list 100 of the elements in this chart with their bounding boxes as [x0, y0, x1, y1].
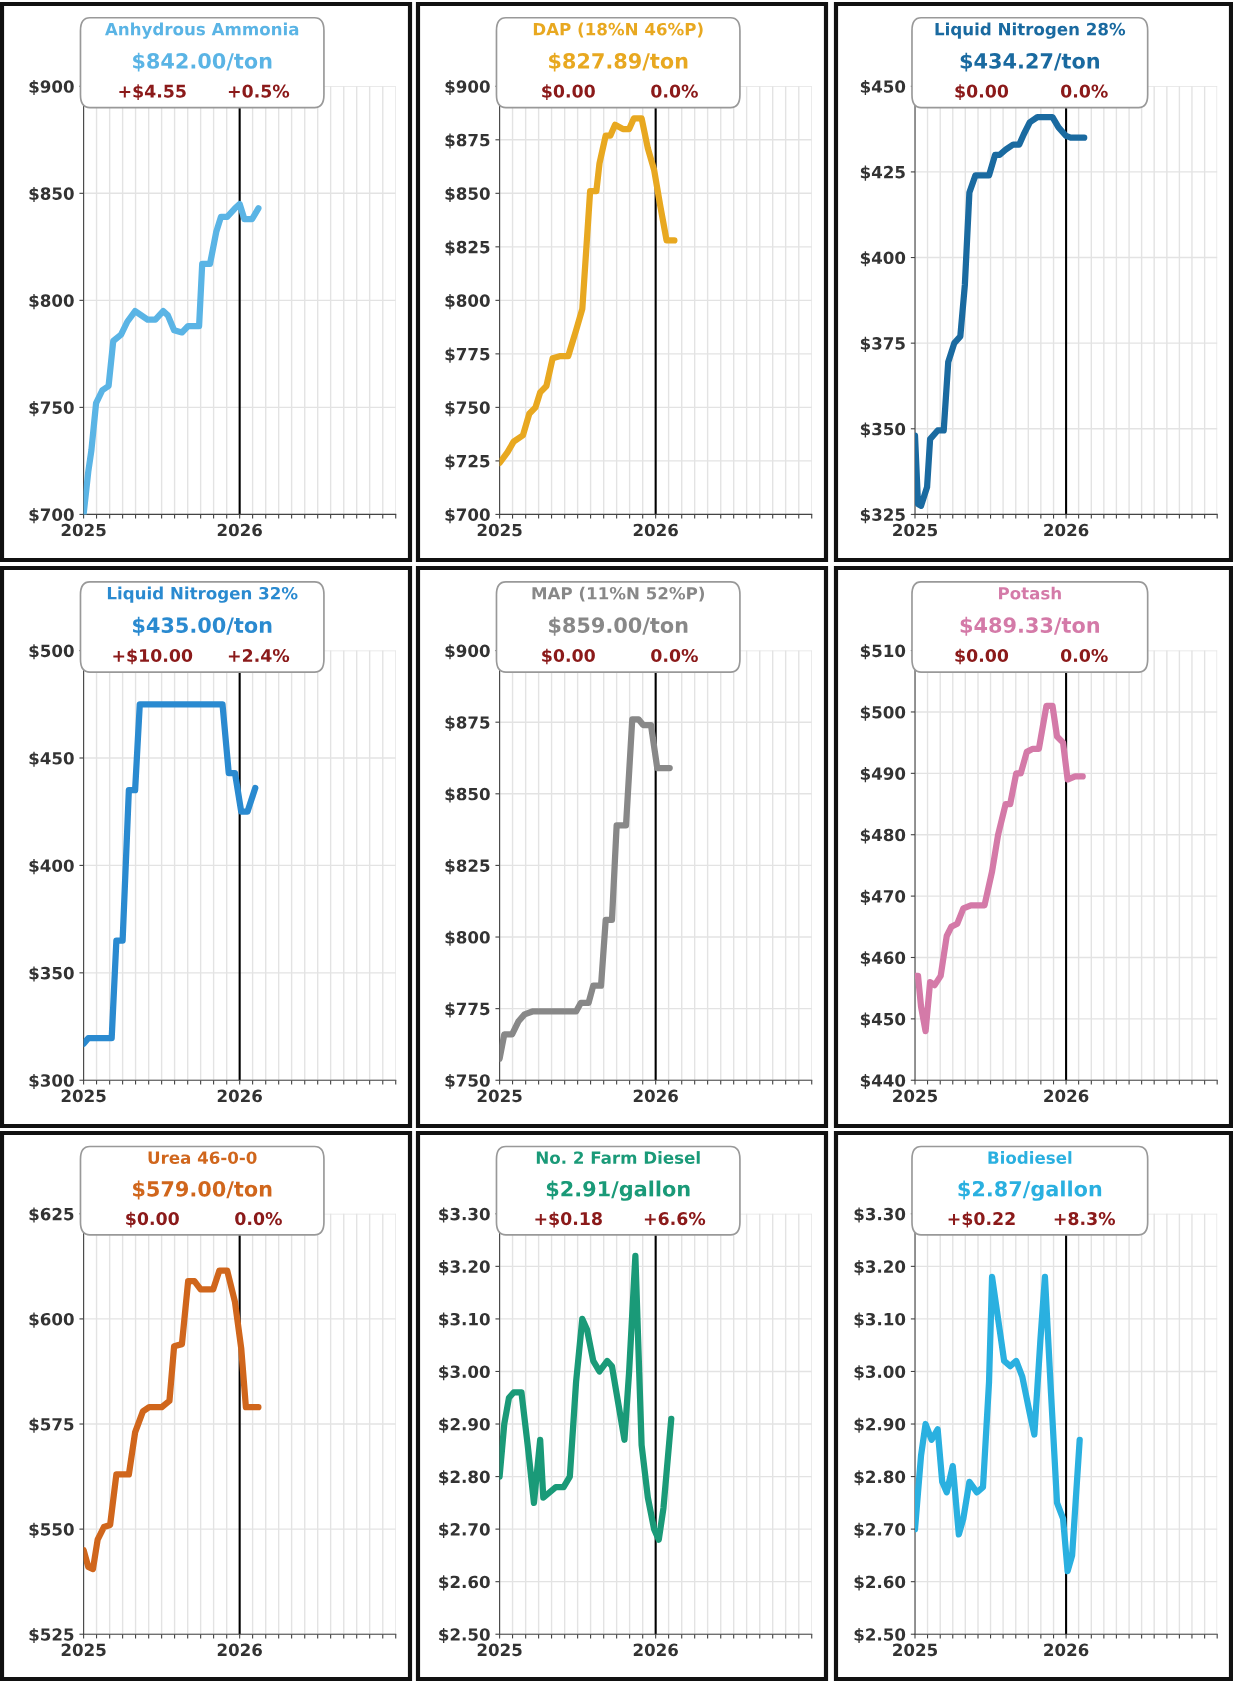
y-tick-label: $450: [860, 1012, 906, 1028]
chart-subtitle: $489.33/ton: [960, 616, 1099, 636]
annotation: $0.00: [542, 84, 595, 101]
annotation: 0.0%: [235, 1212, 282, 1226]
x-tick-label: 2026: [633, 1643, 678, 1657]
y-tick-label: $2.50: [854, 1627, 906, 1644]
y-tick-label: $550: [29, 1522, 74, 1538]
y-tick-label: $900: [29, 79, 74, 96]
y-tick-label: $700: [29, 508, 74, 524]
chart-title: Anhydrous Ammonia: [104, 22, 299, 39]
y-tick-label: $3.10: [854, 1312, 906, 1328]
y-tick-label: $2.70: [854, 1522, 906, 1538]
y-tick-label: $800: [29, 294, 74, 310]
x-tick-label: 2026: [217, 523, 262, 537]
y-tick-label: $2.90: [854, 1417, 906, 1433]
y-tick-label: $725: [445, 454, 490, 470]
chart-subtitle: $579.00/ton: [133, 1180, 272, 1200]
y-tick-label: $500: [860, 705, 906, 721]
annotation: +$0.18: [535, 1211, 602, 1228]
x-tick-label: 2026: [633, 523, 678, 537]
y-tick-label: $3.20: [854, 1260, 906, 1276]
annotation: $0.00: [955, 648, 1009, 665]
y-tick-label: $325: [860, 508, 905, 524]
annotation: 0.0%: [651, 84, 698, 98]
y-tick-label: $3.00: [439, 1365, 490, 1381]
y-tick-label: $700: [445, 508, 490, 524]
y-tick-label: $775: [445, 347, 490, 363]
y-tick-label: $850: [29, 186, 74, 203]
x-tick-label: 2025: [477, 1089, 522, 1103]
annotation: 0.0%: [1060, 648, 1108, 663]
chart-title: Potash: [999, 586, 1061, 600]
y-tick-label: $3.10: [439, 1312, 490, 1328]
x-tick-label: 2026: [1044, 1089, 1089, 1103]
y-tick-label: $2.50: [439, 1627, 490, 1644]
y-tick-label: $600: [29, 1312, 74, 1328]
y-tick-label: $300: [29, 1073, 74, 1090]
y-tick-label: $875: [445, 715, 490, 731]
x-tick-label: 2025: [61, 1643, 106, 1657]
annotation: +$0.22: [948, 1211, 1015, 1228]
y-tick-label: $3.30: [854, 1207, 906, 1223]
chart-title: Biodiesel: [988, 1151, 1072, 1164]
annotation: $0.00: [542, 648, 595, 665]
y-tick-label: $825: [445, 240, 490, 256]
y-tick-label: $2.80: [854, 1470, 906, 1486]
y-tick-label: $425: [860, 165, 905, 181]
y-tick-label: $800: [445, 930, 490, 946]
y-tick-label: $775: [445, 1002, 490, 1018]
y-tick-label: $750: [445, 401, 490, 417]
x-tick-label: 2026: [1044, 1643, 1089, 1657]
y-tick-label: $2.80: [439, 1470, 490, 1486]
chart-subtitle: $2.91/gallon: [546, 1180, 690, 1201]
y-tick-label: $3.00: [854, 1365, 906, 1381]
annotation: +0.5%: [228, 84, 290, 98]
y-tick-label: $350: [860, 422, 906, 438]
y-tick-label: $625: [29, 1207, 74, 1223]
annotation: +6.6%: [644, 1212, 706, 1226]
x-tick-label: 2026: [217, 1643, 262, 1657]
chart-title: Liquid Nitrogen 32%: [107, 586, 298, 603]
y-tick-label: $480: [860, 828, 906, 844]
y-tick-label: $450: [29, 751, 74, 767]
x-tick-label: 2025: [893, 1643, 938, 1657]
y-tick-label: $2.60: [854, 1575, 906, 1591]
annotation: +$10.00: [113, 648, 193, 665]
annotation: 0.0%: [1060, 84, 1108, 98]
y-tick-label: $400: [860, 251, 906, 267]
x-tick-label: 2025: [893, 1089, 938, 1103]
chart-subtitle: $435.00/ton: [133, 616, 272, 636]
y-tick-label: $850: [445, 186, 490, 203]
chart-title: Liquid Nitrogen 28%: [935, 22, 1126, 39]
chart-subtitle: $434.27/ton: [960, 52, 1099, 72]
y-tick-label: $400: [29, 859, 74, 875]
y-tick-label: $800: [445, 294, 490, 310]
y-tick-label: $470: [860, 889, 906, 905]
y-tick-label: $850: [445, 787, 490, 803]
y-tick-label: $500: [29, 644, 74, 660]
y-tick-label: $875: [445, 133, 490, 149]
y-tick-label: $750: [445, 1073, 490, 1090]
y-tick-label: $900: [445, 79, 490, 96]
annotation: $0.00: [955, 84, 1009, 101]
y-tick-label: $575: [29, 1417, 74, 1433]
y-tick-label: $3.20: [439, 1260, 490, 1276]
chart-title: DAP (18%N 46%P): [533, 22, 703, 38]
x-tick-label: 2025: [477, 523, 522, 537]
x-tick-label: 2026: [633, 1089, 678, 1103]
chart-title: MAP (11%N 52%P): [532, 586, 705, 602]
y-tick-label: $825: [445, 859, 490, 875]
annotation: +2.4%: [228, 648, 290, 663]
x-tick-label: 2026: [217, 1089, 262, 1103]
annotation: $0.00: [126, 1211, 179, 1228]
chart-subtitle: $827.89/ton: [549, 52, 688, 72]
x-tick-label: 2025: [893, 523, 938, 537]
chart-title: Urea 46-0-0: [148, 1151, 257, 1164]
y-tick-label: $2.60: [439, 1575, 490, 1591]
y-tick-label: $460: [860, 951, 906, 967]
y-tick-label: $3.30: [439, 1207, 490, 1223]
y-tick-label: $375: [860, 336, 905, 352]
y-tick-label: $510: [860, 644, 906, 660]
annotation: +$4.55: [119, 84, 186, 101]
chart-subtitle: $2.87/gallon: [958, 1180, 1102, 1201]
y-tick-label: $900: [445, 644, 490, 660]
